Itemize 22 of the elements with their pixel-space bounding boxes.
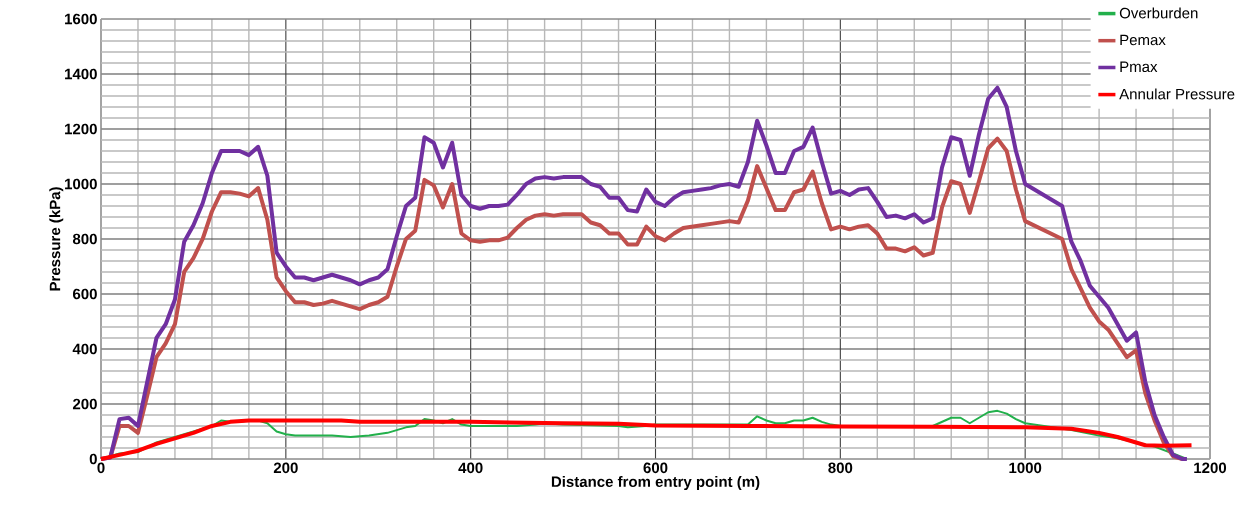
y-tick-label: 1000	[65, 178, 97, 190]
y-tick-label: 200	[72, 398, 97, 410]
legend-label: Pmax	[1120, 61, 1158, 73]
x-tick-label: 1000	[1009, 462, 1042, 474]
x-tick-label: 1200	[1194, 462, 1227, 474]
y-tick-label: 800	[72, 233, 97, 245]
y-tick-label: 1400	[65, 68, 97, 80]
x-tick-label: 800	[828, 462, 853, 474]
y-axis-title: Pressure (kPa)	[49, 187, 64, 291]
y-tick-label: 0	[89, 453, 97, 465]
legend-label: Annular Pressure	[1119, 88, 1235, 100]
x-tick-label: 200	[273, 462, 298, 474]
y-tick-label: 1600	[65, 13, 97, 25]
x-tick-label: 400	[458, 462, 483, 474]
legend-label: Pemax	[1120, 34, 1166, 46]
y-tick-label: 600	[73, 288, 97, 300]
x-tick-label: 0	[97, 462, 105, 474]
y-tick-label: 1200	[65, 123, 97, 135]
legend-label: Overburden	[1119, 7, 1198, 19]
x-tick-label: 600	[643, 462, 668, 474]
x-axis-title: Distance from entry point (m)	[551, 476, 760, 490]
y-tick-label: 400	[72, 343, 97, 355]
